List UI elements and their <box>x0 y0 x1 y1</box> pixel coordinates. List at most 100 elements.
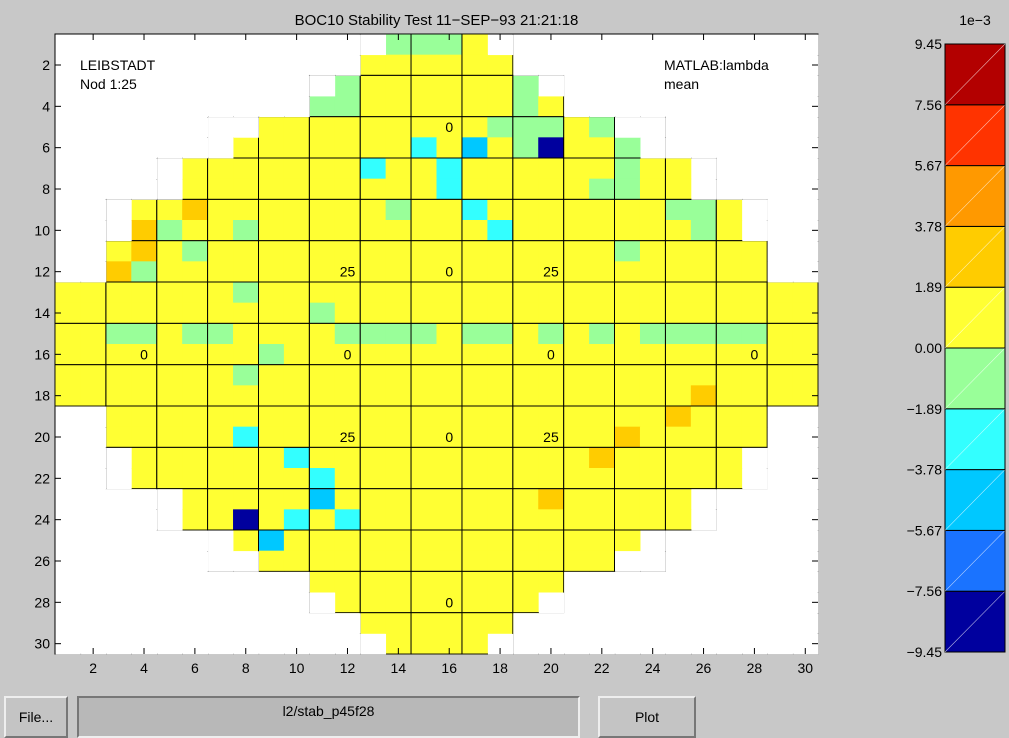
heatmap-cell <box>512 240 539 262</box>
heatmap-cell <box>334 364 361 386</box>
heatmap-cell <box>309 137 336 159</box>
heatmap-cell <box>105 344 132 366</box>
heatmap-cell <box>436 426 463 448</box>
empty-cell <box>716 34 743 56</box>
heatmap-cell <box>360 323 387 345</box>
y-tick-label: 22 <box>34 470 50 486</box>
y-tick-label: 6 <box>42 140 50 156</box>
heatmap-cell <box>461 468 488 490</box>
heatmap-cell <box>55 385 81 407</box>
heatmap-cell <box>258 137 285 159</box>
heatmap-cell <box>385 34 412 56</box>
heatmap-cell <box>665 240 692 262</box>
heatmap-cell <box>258 178 285 200</box>
heatmap-cell <box>538 364 565 386</box>
heatmap-cell <box>233 261 259 283</box>
heatmap-cell <box>563 220 590 242</box>
plot-button[interactable]: Plot <box>598 696 696 738</box>
heatmap-cell <box>309 116 336 138</box>
empty-cell <box>55 613 81 634</box>
empty-cell <box>259 571 285 593</box>
heatmap-cell <box>512 468 539 490</box>
heatmap-cell <box>589 302 616 324</box>
heatmap-cell <box>207 385 234 407</box>
heatmap-cell <box>207 488 234 510</box>
heatmap-cell <box>233 323 259 345</box>
heatmap-cell <box>131 199 158 221</box>
x-tick-label: 4 <box>140 660 148 676</box>
heatmap-cell <box>716 220 743 242</box>
heatmap-cell <box>258 158 285 180</box>
empty-cell <box>208 96 234 118</box>
empty-cell <box>767 427 793 448</box>
heatmap-cell <box>461 158 488 180</box>
y-tick-label: 18 <box>34 388 50 404</box>
y-tick-label: 30 <box>34 636 50 652</box>
heatmap-cell <box>589 344 616 366</box>
heatmap-cell <box>690 220 717 242</box>
heatmap-cell <box>360 385 387 407</box>
heatmap-cell <box>156 261 183 283</box>
empty-cell <box>131 96 158 118</box>
heatmap-cell <box>436 34 463 56</box>
heatmap-cell <box>360 364 387 386</box>
heatmap-cell <box>334 550 361 572</box>
empty-cell <box>208 530 234 552</box>
heatmap-cell <box>131 385 158 407</box>
empty-cell <box>157 158 183 180</box>
empty-cell <box>742 551 768 572</box>
empty-cell <box>182 530 208 552</box>
heatmap-cell <box>487 571 514 593</box>
heatmap-cell <box>639 323 666 345</box>
heatmap-cell <box>411 54 437 76</box>
empty-cell <box>55 489 81 510</box>
heatmap-cell <box>309 344 336 366</box>
heatmap-cell <box>690 385 717 407</box>
heatmap-cell <box>411 158 437 180</box>
empty-cell <box>793 34 819 56</box>
empty-cell <box>81 489 107 510</box>
empty-cell <box>640 551 666 572</box>
heatmap-cell <box>461 261 488 283</box>
y-tick-label: 10 <box>34 222 50 238</box>
heatmap-cell <box>716 447 743 469</box>
heatmap-cell <box>156 323 183 345</box>
empty-cell <box>284 592 310 614</box>
heatmap-cell <box>690 364 717 386</box>
empty-cell <box>106 137 132 159</box>
file-path-field[interactable]: l2/stab_p45f28 <box>77 696 580 738</box>
heatmap-cell <box>385 488 412 510</box>
heatmap-cell <box>105 323 132 345</box>
heatmap-cell <box>182 468 209 490</box>
heatmap-cell <box>131 323 158 345</box>
empty-cell <box>691 489 717 510</box>
heatmap-cell <box>309 220 336 242</box>
empty-cell <box>182 117 208 138</box>
empty-cell <box>640 530 666 552</box>
empty-cell <box>716 592 743 614</box>
heatmap-cell <box>360 468 387 490</box>
file-button[interactable]: File... <box>4 696 68 738</box>
heatmap-cell <box>334 488 361 510</box>
heatmap-cell <box>385 364 412 386</box>
empty-cell <box>131 55 158 76</box>
empty-cell <box>716 75 743 97</box>
heatmap-cell <box>461 344 488 366</box>
empty-cell <box>793 509 819 531</box>
empty-cell <box>81 75 107 97</box>
empty-cell <box>284 613 310 634</box>
heatmap-cell <box>258 302 285 324</box>
empty-cell <box>716 530 743 552</box>
heatmap-cell <box>385 385 412 407</box>
empty-cell <box>716 117 743 138</box>
heatmap-cell <box>334 571 361 593</box>
empty-cell <box>716 571 743 593</box>
empty-cell <box>767 468 793 490</box>
heatmap-cell <box>360 344 387 366</box>
heatmap-cell <box>309 550 336 572</box>
heatmap-cell <box>538 178 565 200</box>
heatmap-cell <box>461 199 488 221</box>
heatmap-cell <box>589 137 616 159</box>
empty-cell <box>742 489 768 510</box>
heatmap-cell <box>538 199 565 221</box>
